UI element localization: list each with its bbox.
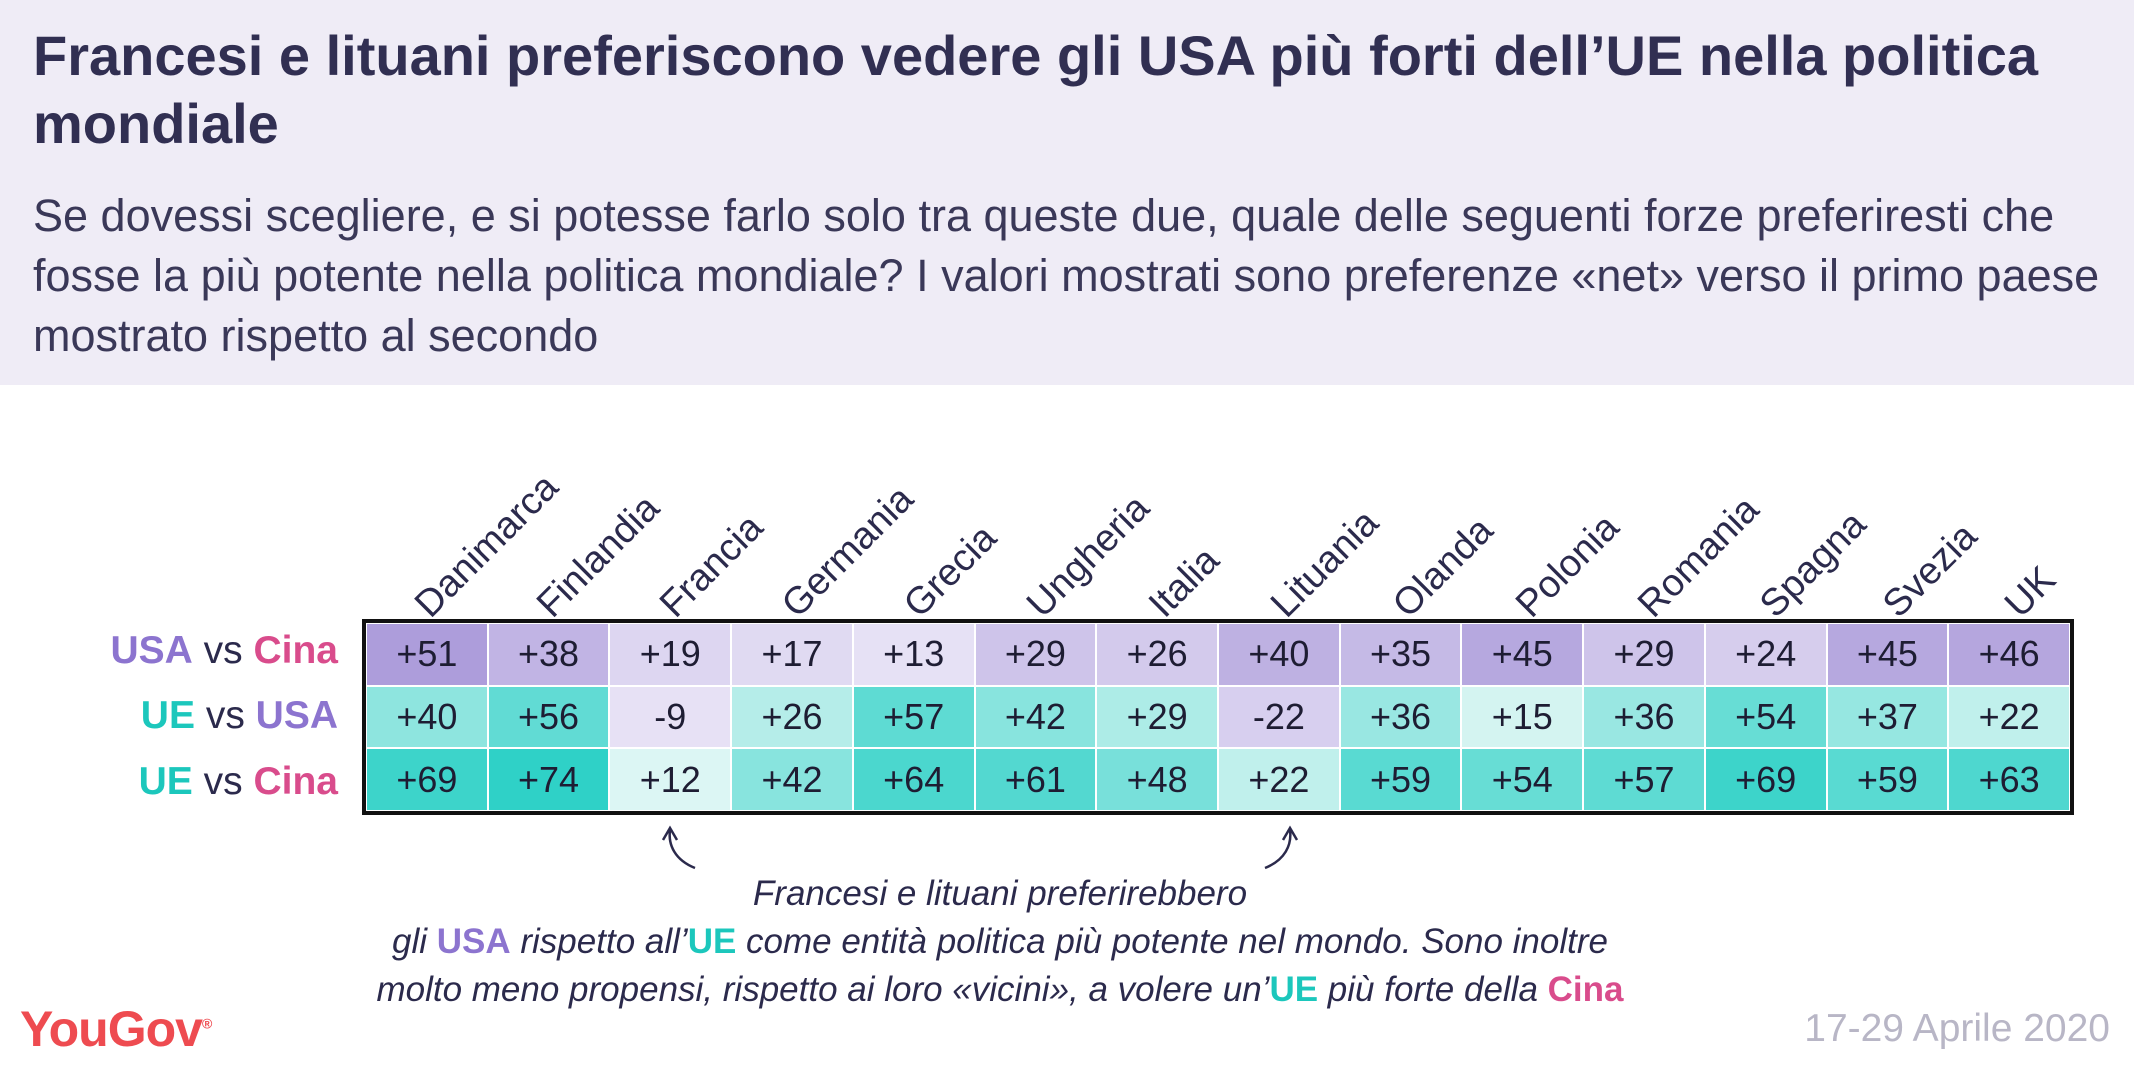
heatmap-cell: -9: [609, 685, 732, 749]
heatmap-cell: +54: [1461, 748, 1584, 811]
heatmap-cell: +36: [1339, 685, 1462, 749]
heatmap-cell: +74: [487, 748, 610, 811]
heatmap-cell: +22: [1218, 748, 1340, 811]
ue-highlight: UE: [687, 922, 737, 961]
heatmap-cell: +69: [366, 748, 488, 811]
usa-highlight: USA: [436, 922, 511, 961]
heatmap-cell: +26: [731, 685, 853, 749]
arrow-francia: [668, 829, 696, 870]
heatmap-cell: +48: [1096, 748, 1218, 811]
heatmap-cell: +29: [974, 623, 1097, 686]
heatmap-cell: +69: [1704, 748, 1827, 811]
chart-title: Francesi e lituani preferiscono vedere g…: [33, 24, 2039, 155]
heatmap-cell: +40: [366, 685, 488, 749]
row-label-ue-vs-usa: UE vs USA: [140, 694, 338, 738]
heatmap-cell: +29: [1096, 685, 1218, 749]
heatmap-cell: +59: [1339, 748, 1462, 811]
heatmap-grid: +51 +38 +19 +17 +13 +29 +26 +40 +35 +45 +29 +24 +45 +…: [362, 619, 2074, 815]
heatmap-cell: +37: [1826, 685, 1949, 749]
heatmap-cell: +36: [1583, 685, 1705, 749]
heatmap-cell: +15: [1461, 685, 1584, 749]
chart-subtitle: Se dovessi scegliere, e si potesse farlo…: [33, 190, 2100, 361]
heatmap-cell: +54: [1704, 685, 1827, 749]
annotation-line-1: Francesi e lituani preferirebbero: [752, 874, 1248, 913]
heatmap-cell: -22: [1218, 685, 1340, 749]
annotation-line-3: molto meno propensi, rispetto ai loro «v…: [376, 970, 1624, 1009]
heatmap-cell: +61: [974, 748, 1097, 811]
heatmap-cell: +57: [852, 685, 975, 749]
heatmap-cell: +38: [487, 623, 610, 686]
heatmap-cell: +57: [1583, 748, 1705, 811]
heatmap-cell: +51: [366, 623, 488, 686]
row-label-ue-vs-cina: UE vs Cina: [138, 759, 338, 803]
heatmap-cell: +22: [1948, 685, 2070, 749]
heatmap-cell: +29: [1583, 623, 1705, 686]
cina-highlight: Cina: [1547, 970, 1624, 1009]
heatmap-cell: +35: [1339, 623, 1462, 686]
yougov-logo: YouGov®: [20, 1001, 212, 1057]
heatmap-cell: +64: [852, 748, 975, 811]
heatmap-cell: +12: [609, 748, 732, 811]
heatmap-cell: +46: [1948, 623, 2070, 686]
heatmap-cell: +45: [1826, 623, 1949, 686]
heatmap-cell: +40: [1218, 623, 1340, 686]
heatmap-cell: +42: [731, 748, 853, 811]
annotation-line-2: gli USA rispetto all’UE come entità poli…: [392, 922, 1608, 961]
heatmap-cell: +63: [1948, 748, 2070, 811]
heatmap-cell: +24: [1704, 623, 1827, 686]
annotation-text: Francesi e lituani preferirebbero gli US…: [200, 870, 1800, 1014]
heatmap-cell: +56: [487, 685, 610, 749]
heatmap-cell: +45: [1461, 623, 1584, 686]
header-panel: Francesi e lituani preferiscono vedere g…: [0, 0, 2134, 385]
survey-date: 17-29 Aprile 2020: [1804, 1007, 2110, 1050]
heatmap-cell: +17: [731, 623, 853, 686]
arrowhead-lituania: [1281, 825, 1299, 841]
heatmap-cell: +59: [1826, 748, 1949, 811]
heatmap-cell: +42: [974, 685, 1097, 749]
arrowhead-francia: [661, 825, 679, 841]
heatmap-cell: +19: [609, 623, 732, 686]
ue-highlight: UE: [1269, 970, 1319, 1009]
row-label-usa-vs-cina: USA vs Cina: [110, 629, 338, 672]
heatmap-cell: +13: [852, 623, 975, 686]
arrow-lituania: [1264, 829, 1292, 870]
heatmap-cell: +26: [1096, 623, 1218, 686]
